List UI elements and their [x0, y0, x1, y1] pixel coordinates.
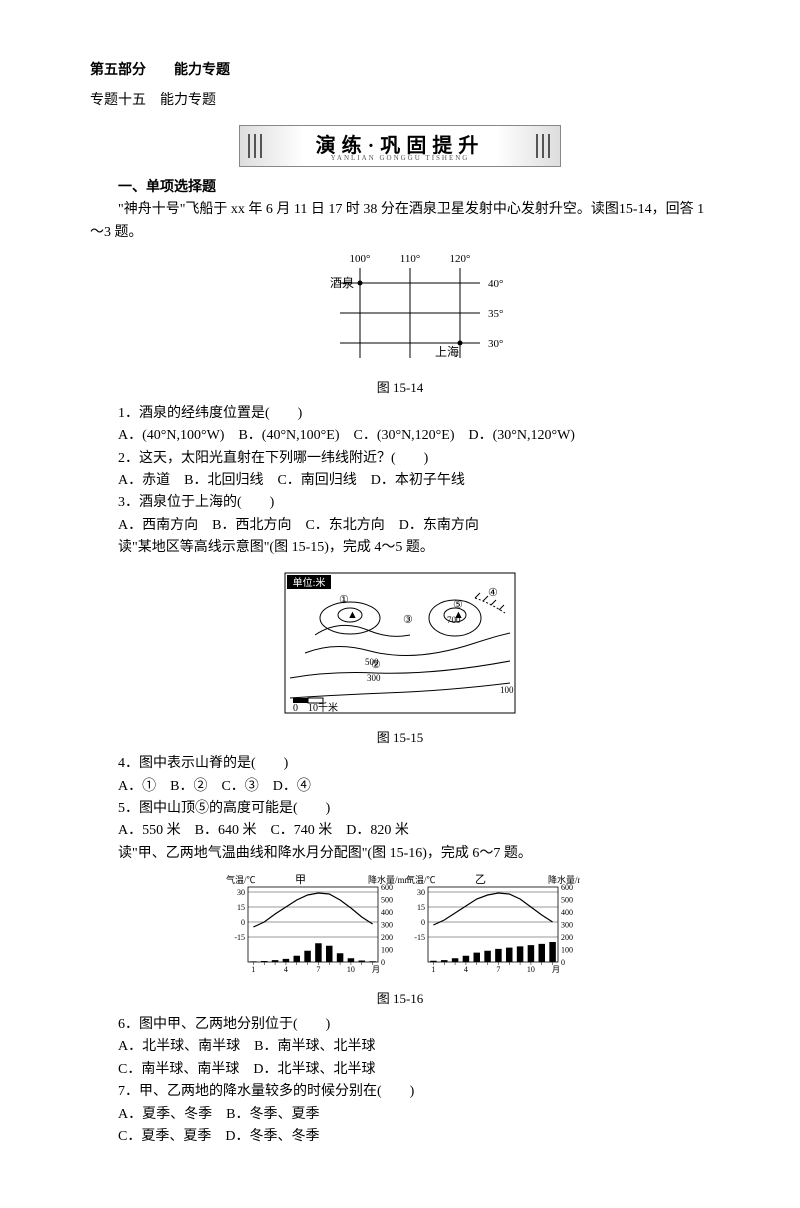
q5-stem: 5．图中山顶⑤的高度可能是( ): [90, 798, 710, 820]
svg-text:200: 200: [561, 933, 573, 942]
banner-sub: YANLIAN GONGGU TISHENG: [331, 153, 470, 164]
label-jiuquan: 酒泉: [330, 276, 354, 290]
figure-15-14: 100° 110° 120° 40° 35° 30° 酒泉 上海 图 15-14: [90, 248, 710, 399]
q2-stem: 2．这天，太阳光直射在下列哪一纬线附近？( ): [90, 448, 710, 470]
svg-text:10: 10: [527, 965, 535, 974]
svg-text:1: 1: [251, 965, 255, 974]
svg-text:月: 月: [552, 965, 560, 974]
lon-100: 100°: [350, 253, 371, 265]
svg-text:400: 400: [561, 908, 573, 917]
svg-text:▲: ▲: [347, 609, 358, 621]
q6-stem: 6．图中甲、乙两地分别位于( ): [90, 1014, 710, 1036]
lat-30: 30°: [488, 338, 503, 350]
banner-stripe-left: [248, 134, 264, 158]
svg-text:0: 0: [241, 918, 245, 927]
part-title: 第五部分 能力专题: [90, 60, 710, 82]
svg-text:月: 月: [372, 965, 380, 974]
svg-text:500: 500: [381, 896, 393, 905]
intro-2: 读"某地区等高线示意图"(图 15-15)，完成 4～5 题。: [90, 537, 710, 559]
contour-100: 100: [500, 685, 514, 695]
q7-stem: 7．甲、乙两地的降水量较多的时候分别在( ): [90, 1081, 710, 1103]
svg-text:400: 400: [381, 908, 393, 917]
lon-120: 120°: [450, 253, 471, 265]
svg-text:300: 300: [381, 921, 393, 930]
q7-opts-b: C．夏季、夏季 D．冬季、冬季: [90, 1126, 710, 1148]
svg-text:100: 100: [561, 946, 573, 955]
scale-label: 0 10千米: [293, 701, 338, 714]
svg-text:1: 1: [431, 965, 435, 974]
svg-text:10: 10: [347, 965, 355, 974]
q2-opts: A．赤道 B．北回归线 C．南回归线 D．本初子午线: [90, 470, 710, 492]
svg-text:4: 4: [464, 965, 468, 974]
q3-opts: A．西南方向 B．西北方向 C．东北方向 D．东南方向: [90, 515, 710, 537]
svg-text:气温/℃: 气温/℃: [226, 874, 256, 885]
lon-110: 110°: [400, 253, 421, 265]
svg-text:15: 15: [237, 903, 245, 912]
q3-stem: 3．酒泉位于上海的( ): [90, 492, 710, 514]
svg-text:乙: 乙: [475, 873, 486, 886]
svg-text:0: 0: [381, 958, 385, 967]
svg-text:0: 0: [561, 958, 565, 967]
fig15-caption: 图 15-15: [90, 728, 710, 749]
svg-text:-15: -15: [414, 933, 425, 942]
svg-text:4: 4: [284, 965, 288, 974]
figure-15-16: 30150-156005004003002001000气温/℃降水量/mm甲14…: [90, 869, 710, 1010]
q5-opts: A．550 米 B．640 米 C．740 米 D．820 米: [90, 820, 710, 842]
q4-stem: 4．图中表示山脊的是( ): [90, 753, 710, 775]
q1-stem: 1．酒泉的经纬度位置是( ): [90, 403, 710, 425]
svg-text:-15: -15: [234, 933, 245, 942]
svg-text:15: 15: [417, 903, 425, 912]
banner-stripe-right: [536, 134, 552, 158]
intro-3: 读"甲、乙两地气温曲线和降水月分配图"(图 15-16)，完成 6～7 题。: [90, 843, 710, 865]
fig14-caption: 图 15-14: [90, 378, 710, 399]
q4-opts: A．① B．② C．③ D．④: [90, 776, 710, 798]
svg-text:30: 30: [417, 888, 425, 897]
svg-text:200: 200: [381, 933, 393, 942]
svg-text:0: 0: [421, 918, 425, 927]
svg-text:气温/℃: 气温/℃: [406, 874, 436, 885]
section-heading: 一、单项选择题: [90, 177, 710, 199]
figure-15-15: 单位:米 100 300 500 700 ① ② ③ ④ ⑤ ▲ ▲ 0 10千…: [90, 563, 710, 749]
contour-300: 300: [367, 673, 381, 683]
mark-2: ②: [371, 659, 381, 671]
svg-text:7: 7: [496, 965, 500, 974]
svg-text:30: 30: [237, 888, 245, 897]
mark-4: ④: [488, 587, 498, 599]
svg-text:▲: ▲: [453, 609, 464, 621]
svg-text:100: 100: [381, 946, 393, 955]
svg-text:降水量/mm: 降水量/mm: [368, 874, 412, 885]
banner: 演练·巩固提升 YANLIAN GONGGU TISHENG: [239, 125, 561, 167]
svg-text:300: 300: [561, 921, 573, 930]
mark-3: ③: [403, 614, 413, 626]
svg-text:甲: 甲: [295, 874, 306, 886]
lat-35: 35°: [488, 308, 503, 320]
intro-1: "神舟十号"飞船于 xx 年 6 月 11 日 17 时 38 分在酒泉卫星发射…: [90, 199, 710, 244]
svg-text:500: 500: [561, 896, 573, 905]
unit-label: 单位:米: [293, 576, 326, 589]
q6-opts-a: A．北半球、南半球 B．南半球、北半球: [90, 1036, 710, 1058]
lat-40: 40°: [488, 278, 503, 290]
q1-opts: A．(40°N,100°W) B．(40°N,100°E) C．(30°N,12…: [90, 425, 710, 447]
mark-1: ①: [339, 594, 349, 606]
svg-text:7: 7: [316, 965, 320, 974]
q6-opts-b: C．南半球、南半球 D．北半球、北半球: [90, 1059, 710, 1081]
fig16-caption: 图 15-16: [90, 989, 710, 1010]
label-shanghai: 上海: [435, 344, 459, 359]
q7-opts-a: A．夏季、冬季 B．冬季、夏季: [90, 1104, 710, 1126]
svg-text:降水量/mm: 降水量/mm: [548, 874, 580, 885]
topic-title: 专题十五 能力专题: [90, 90, 710, 112]
